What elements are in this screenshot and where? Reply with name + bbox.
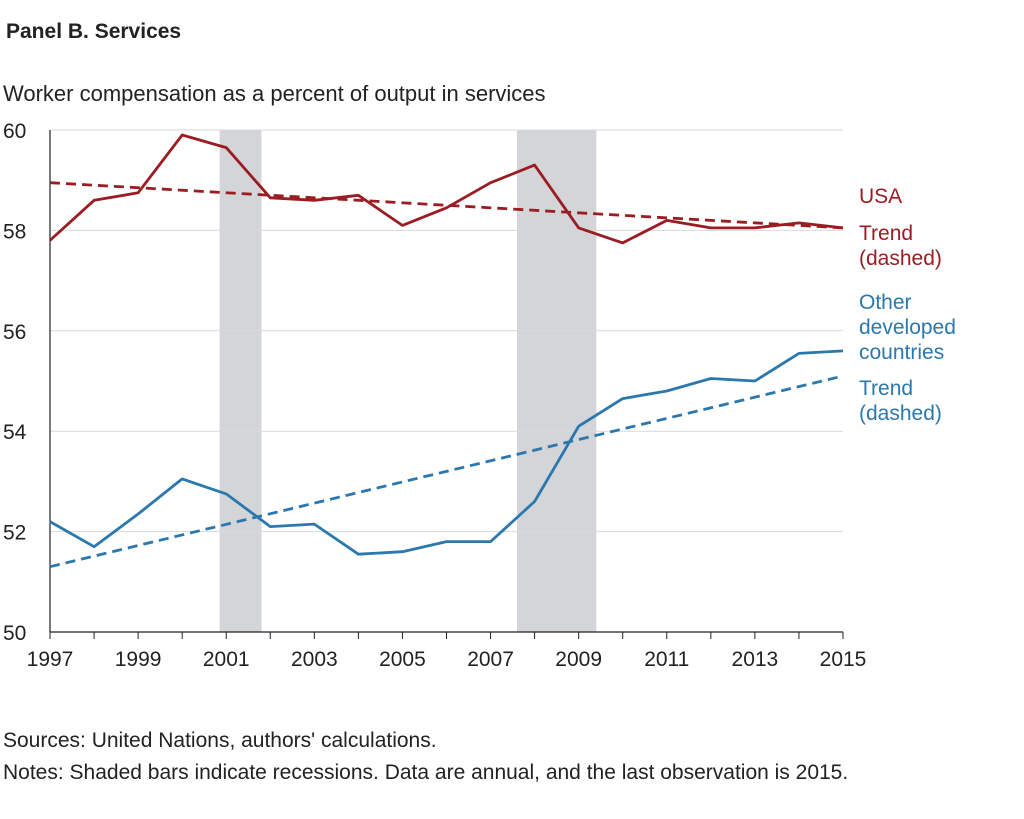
y-tick-label-58: 58 — [3, 220, 26, 243]
sources-note: Sources: United Nations, authors' calcul… — [3, 729, 437, 752]
panel-title: Panel B. Services — [6, 20, 182, 43]
y-tick-label-54: 54 — [3, 421, 27, 444]
recession-bar-1 — [219, 130, 262, 632]
y-tick-label-50: 50 — [3, 622, 26, 645]
x-tick-label-2015: 2015 — [820, 648, 867, 671]
recession-bar-2 — [516, 130, 597, 632]
y-tick-label-56: 56 — [3, 321, 26, 344]
x-tick-label-2007: 2007 — [467, 648, 514, 671]
x-tick-label-2009: 2009 — [555, 648, 602, 671]
legend-other-trend-label: Trend (dashed) — [859, 376, 942, 426]
legend-other-line1: Other — [859, 291, 912, 314]
legend-other-line2: developed — [859, 316, 956, 339]
series-line-usa — [49, 133, 844, 245]
series-line-trend-dashed-3 — [49, 374, 844, 569]
x-tick-label-2013: 2013 — [732, 648, 779, 671]
legend-usa-trend-line1: Trend — [859, 222, 914, 245]
chart-subtitle: Worker compensation as a percent of outp… — [3, 81, 546, 106]
x-tick-label-1999: 1999 — [115, 648, 162, 671]
y-tick-label-52: 52 — [3, 522, 26, 545]
legend-other-trend-line2: (dashed) — [859, 402, 942, 425]
series-line-other-developed-countries — [49, 349, 844, 556]
legend-usa-label: USA — [859, 185, 903, 208]
x-tick-label-1997: 1997 — [27, 648, 74, 671]
x-tick-label-2011: 2011 — [644, 648, 689, 671]
legend-other-label: Other developed countries — [859, 290, 956, 365]
y-tick-label-60: 60 — [3, 120, 26, 143]
series-line-trend-dashed-1 — [49, 181, 844, 230]
notes-text: Notes: Shaded bars indicate recessions. … — [3, 761, 849, 784]
x-tick-label-2001: 2001 — [203, 648, 250, 671]
line-chart: 50 52 54 56 58 60 1997 1999 2001 2003 2005 2007 2009… — [3, 120, 867, 671]
x-tick-label-2003: 2003 — [291, 648, 338, 671]
legend-other-trend-line1: Trend — [859, 377, 914, 400]
legend-usa-trend-line2: (dashed) — [859, 247, 942, 270]
x-tick-label-2005: 2005 — [379, 648, 426, 671]
legend-usa-trend-label: Trend (dashed) — [859, 221, 942, 271]
legend-other-line3: countries — [859, 341, 945, 364]
